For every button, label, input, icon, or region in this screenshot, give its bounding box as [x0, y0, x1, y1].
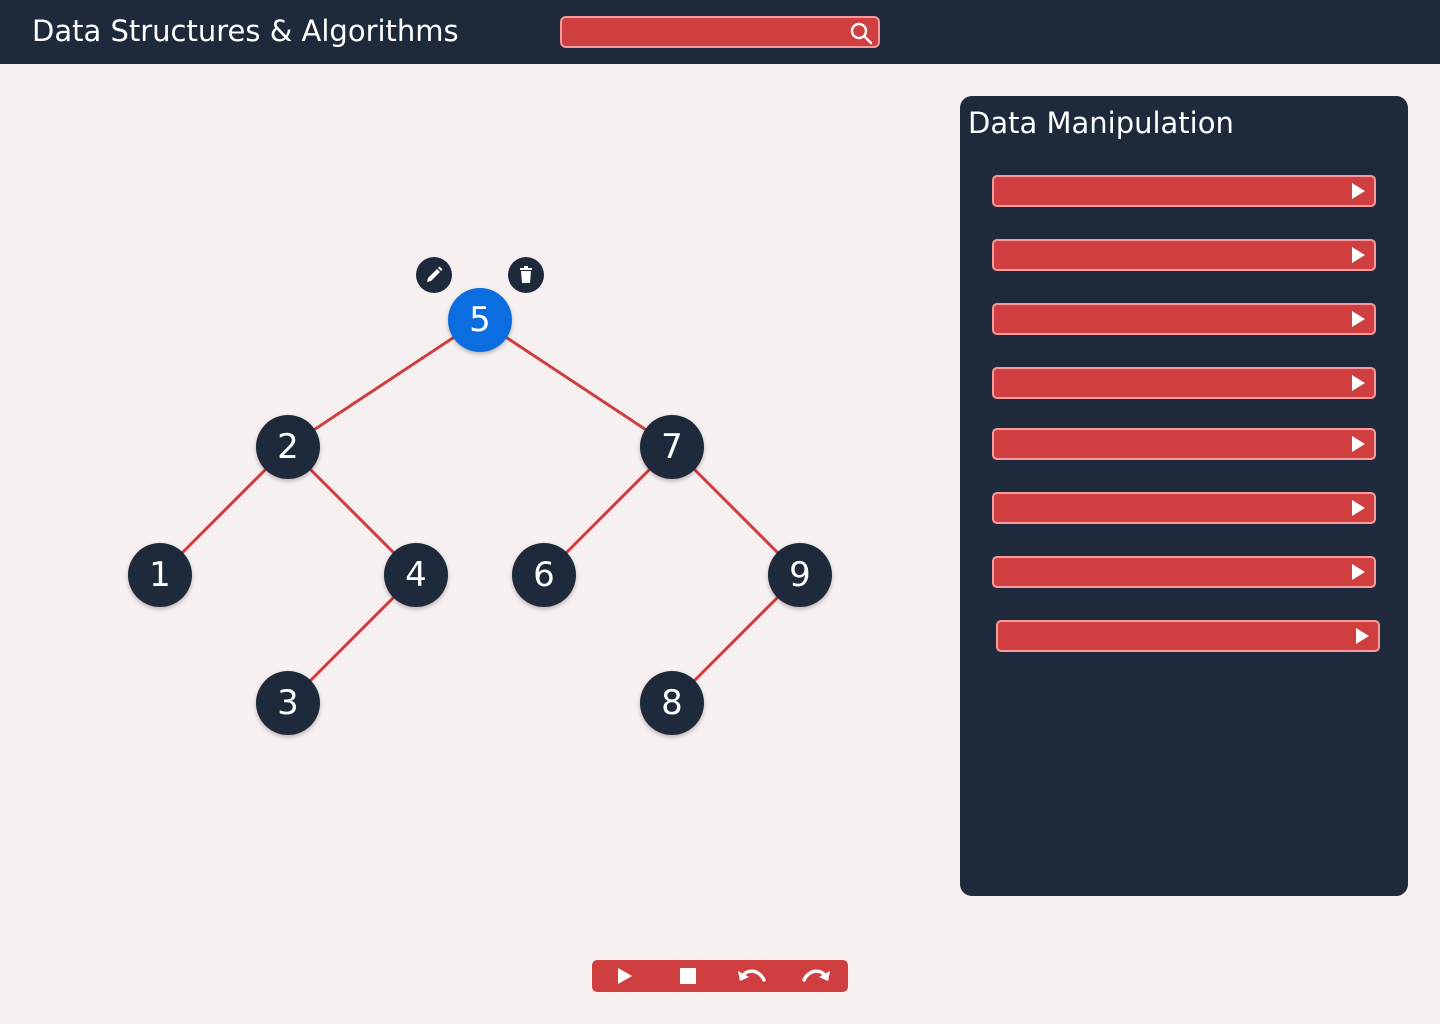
stop-button[interactable]: [670, 962, 706, 990]
tree-node-3[interactable]: 3: [256, 671, 320, 735]
edge-5-2: [287, 318, 481, 449]
search-input[interactable]: [562, 18, 842, 46]
play-button[interactable]: [606, 962, 642, 990]
tree-node-4[interactable]: 4: [384, 543, 448, 607]
edge-5-7: [479, 318, 673, 449]
undo-icon: [738, 969, 766, 982]
pencil-icon: [427, 266, 443, 282]
operation-button-5[interactable]: [992, 428, 1376, 460]
play-icon: [1352, 564, 1365, 580]
trash-icon: [520, 266, 532, 283]
tree-edges: [158, 318, 802, 705]
redo-icon: [802, 969, 830, 982]
play-icon: [1352, 375, 1365, 391]
tree-node-1[interactable]: 1: [128, 543, 192, 607]
play-icon: [618, 968, 632, 984]
operation-button-2[interactable]: [992, 239, 1376, 271]
operation-button-6[interactable]: [992, 492, 1376, 524]
tree-node-7[interactable]: 7: [640, 415, 704, 479]
search-icon[interactable]: [848, 20, 874, 46]
playback-controls: [592, 960, 848, 992]
data-manipulation-panel: Data Manipulation: [960, 96, 1408, 896]
play-icon: [1352, 311, 1365, 327]
app-title: Data Structures & Algorithms: [32, 14, 459, 48]
operation-button-1[interactable]: [992, 175, 1376, 207]
play-icon: [1352, 436, 1365, 452]
operation-button-4[interactable]: [992, 367, 1376, 399]
tree-node-2[interactable]: 2: [256, 415, 320, 479]
operation-button-8[interactable]: [996, 620, 1380, 652]
panel-title: Data Manipulation: [968, 106, 1234, 140]
tree-node-5[interactable]: 5: [448, 288, 512, 352]
top-bar: Data Structures & Algorithms: [0, 0, 1440, 64]
play-icon: [1356, 628, 1369, 644]
stop-icon: [680, 968, 696, 984]
edit-node-button[interactable]: [416, 257, 452, 293]
tree-node-8[interactable]: 8: [640, 671, 704, 735]
play-icon: [1352, 247, 1365, 263]
play-icon: [1352, 500, 1365, 516]
delete-node-button[interactable]: [508, 257, 544, 293]
tree-node-6[interactable]: 6: [512, 543, 576, 607]
search-bar[interactable]: [560, 16, 880, 48]
tree-node-9[interactable]: 9: [768, 543, 832, 607]
tree-canvas: 5 2 7 1 4 6 9 3 8: [0, 64, 940, 944]
play-icon: [1352, 183, 1365, 199]
undo-button[interactable]: [734, 962, 770, 990]
operation-button-3[interactable]: [992, 303, 1376, 335]
operation-button-7[interactable]: [992, 556, 1376, 588]
redo-button[interactable]: [798, 962, 834, 990]
